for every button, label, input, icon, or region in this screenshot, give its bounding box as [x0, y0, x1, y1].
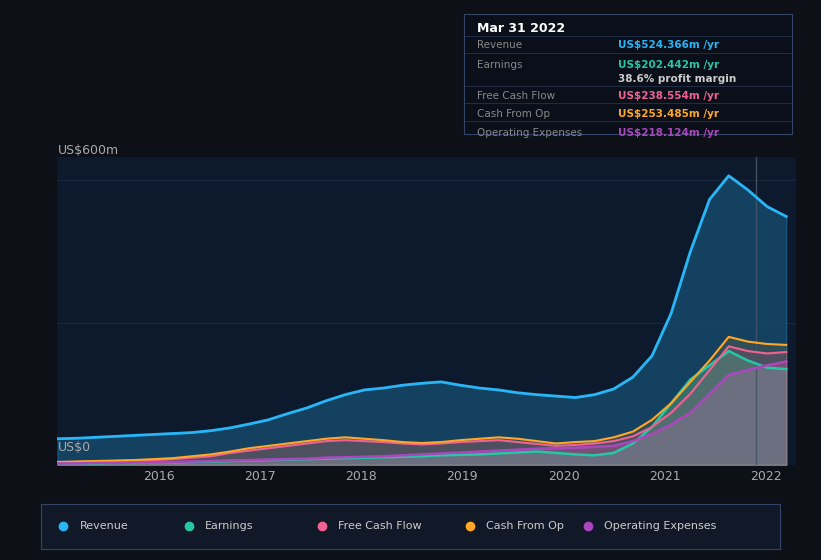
- Text: US$0: US$0: [57, 441, 90, 454]
- Text: Operating Expenses: Operating Expenses: [477, 128, 582, 138]
- Text: US$524.366m /yr: US$524.366m /yr: [618, 40, 719, 50]
- Text: Cash From Op: Cash From Op: [486, 521, 564, 531]
- Text: US$253.485m /yr: US$253.485m /yr: [618, 109, 719, 119]
- Text: Mar 31 2022: Mar 31 2022: [477, 22, 565, 35]
- Text: Revenue: Revenue: [477, 40, 522, 50]
- Text: Earnings: Earnings: [205, 521, 254, 531]
- Text: US$202.442m /yr: US$202.442m /yr: [618, 60, 719, 70]
- Text: Operating Expenses: Operating Expenses: [604, 521, 717, 531]
- Text: Cash From Op: Cash From Op: [477, 109, 550, 119]
- Text: Free Cash Flow: Free Cash Flow: [477, 91, 555, 101]
- Text: US$600m: US$600m: [57, 144, 118, 157]
- Text: Earnings: Earnings: [477, 60, 522, 70]
- Text: Revenue: Revenue: [80, 521, 128, 531]
- Text: US$218.124m /yr: US$218.124m /yr: [618, 128, 719, 138]
- Text: US$238.554m /yr: US$238.554m /yr: [618, 91, 719, 101]
- Text: 38.6% profit margin: 38.6% profit margin: [618, 74, 736, 84]
- Text: Free Cash Flow: Free Cash Flow: [338, 521, 422, 531]
